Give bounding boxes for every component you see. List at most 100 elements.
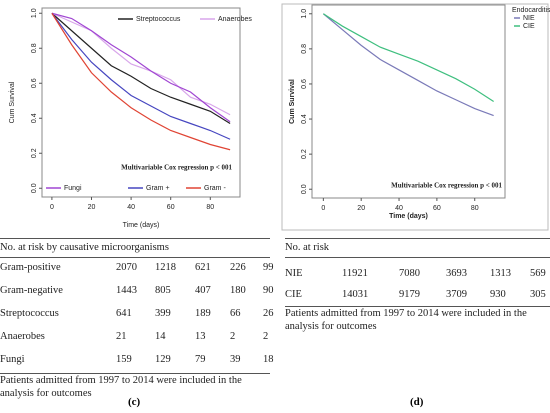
x-tick-label: 60	[433, 205, 441, 212]
cell: 18	[263, 354, 274, 365]
y-tick-label: 0.4	[301, 114, 308, 124]
legend-label: Gram +	[146, 185, 170, 192]
y-tick-label: 0.0	[301, 184, 308, 194]
legend-label: Anaerobes	[218, 16, 252, 23]
survival-curve	[323, 13, 494, 103]
annotation: Multivariable Cox regression p < 001	[391, 182, 502, 190]
cell: 14031	[342, 289, 369, 300]
cell: 129	[155, 354, 171, 365]
cell: 21	[116, 331, 127, 342]
x-tick-label: 40	[395, 205, 403, 212]
legend-label: Fungi	[64, 185, 82, 192]
cell: 2	[263, 331, 269, 342]
plot-area	[311, 4, 506, 199]
cell: 305	[530, 289, 546, 300]
annotation: Multivariable Cox regression p < 001	[121, 164, 232, 172]
cell: 641	[116, 308, 132, 319]
y-tick-label: 0.8	[301, 44, 308, 54]
table-rule	[0, 373, 270, 374]
cell: 79	[195, 354, 206, 365]
x-tick-label: 0	[50, 204, 54, 211]
panel-label: (c)	[128, 396, 141, 408]
table-note: Patients admitted from 1997 to 2014 were…	[0, 375, 242, 399]
legend-label: NIE	[523, 15, 535, 22]
row-label: Streptococcus	[0, 308, 59, 319]
cell: 2	[230, 331, 236, 342]
cell: 66	[230, 308, 241, 319]
cell: 13	[195, 331, 206, 342]
x-axis-label: Time (days)	[389, 213, 428, 220]
row-label: NIE	[285, 268, 303, 279]
table-rule	[285, 238, 550, 239]
table-rule	[285, 257, 550, 258]
cell: 3693	[446, 268, 467, 279]
row-label: Fungi	[0, 354, 25, 365]
cell: 3709	[446, 289, 467, 300]
cell: 90	[263, 285, 274, 296]
cell: 7080	[399, 268, 420, 279]
legend-label: Gram -	[204, 185, 226, 192]
chart-c: 0.0 0.2 0.4 0.6 0.8 1.0 0 20 40 60 80 Cum Survival T…	[9, 7, 252, 229]
survival-curve	[51, 12, 231, 151]
y-tick-label: 1.0	[31, 8, 38, 18]
cell: 39	[230, 354, 241, 365]
cell: 14	[155, 331, 166, 342]
cell: 1443	[116, 285, 137, 296]
panel-label: (d)	[410, 396, 424, 408]
legend-label: CIE	[523, 23, 535, 30]
y-tick-label: 0.2	[301, 149, 308, 159]
cell: 1218	[155, 262, 176, 273]
x-tick-label: 20	[88, 204, 96, 211]
row-label: Anaerobes	[0, 331, 45, 342]
survival-curve	[51, 12, 231, 125]
y-tick-label: 0.0	[31, 183, 38, 193]
legend-title: Endocarditis	[512, 7, 550, 14]
y-tick-label: 0.6	[301, 79, 308, 89]
table-rule	[0, 257, 270, 258]
survival-curve	[322, 13, 494, 117]
cell: 9179	[399, 289, 420, 300]
cell: 805	[155, 285, 171, 296]
table-title: No. at risk by causative microorganisms	[0, 242, 169, 253]
x-tick-label: 20	[357, 205, 365, 212]
table-note: Patients admitted from 1997 to 2014 were…	[285, 308, 527, 332]
y-axis-label: Cum Survival	[9, 81, 16, 123]
chart-d: 0.0 0.2 0.4 0.6 0.8 1.0 0 20 40 60 80 Cum Survival T…	[281, 3, 550, 231]
cell: 399	[155, 308, 171, 319]
x-tick-label: 60	[167, 204, 175, 211]
panel-frame	[281, 3, 549, 231]
x-tick-label: 0	[321, 205, 325, 212]
survival-curve	[51, 12, 231, 123]
x-tick-label: 80	[206, 204, 214, 211]
cell: 2070	[116, 262, 137, 273]
x-axis-label: Time (days)	[123, 222, 160, 229]
cell: 1313	[490, 268, 511, 279]
cell: 11921	[342, 268, 368, 279]
y-tick-label: 0.2	[31, 148, 38, 158]
survival-curve	[51, 12, 231, 116]
x-tick-label: 80	[471, 205, 479, 212]
table-rule	[0, 238, 270, 239]
cell: 189	[195, 308, 211, 319]
cell: 26	[263, 308, 274, 319]
survival-curve	[51, 12, 231, 140]
cell: 569	[530, 268, 546, 279]
y-tick-label: 0.6	[31, 78, 38, 88]
row-label: Gram-positive	[0, 262, 61, 273]
cell: 226	[230, 262, 246, 273]
row-label: Gram-negative	[0, 285, 63, 296]
y-tick-label: 1.0	[301, 9, 308, 19]
cell: 621	[195, 262, 211, 273]
y-tick-label: 0.4	[31, 113, 38, 123]
x-tick-label: 40	[127, 204, 135, 211]
cell: 99	[263, 262, 274, 273]
y-axis-label: Cum Survival	[289, 79, 296, 124]
row-label: CIE	[285, 289, 302, 300]
cell: 930	[490, 289, 506, 300]
y-tick-label: 0.8	[31, 43, 38, 53]
cell: 407	[195, 285, 211, 296]
cell: 159	[116, 354, 132, 365]
table-title: No. at risk	[285, 242, 330, 253]
legend-label: Streptococcus	[136, 16, 181, 23]
